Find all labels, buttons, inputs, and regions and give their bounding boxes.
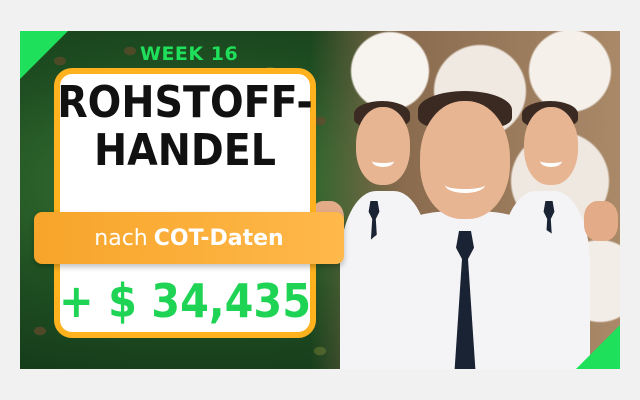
week-label: WEEK 16 [140, 43, 239, 65]
subtitle-banner [34, 212, 344, 264]
title-line-2: HANDEL [93, 125, 277, 176]
title-card [54, 68, 316, 338]
title: ROHSTOFF- HANDEL [54, 79, 316, 175]
corner-accent-bottom-right [576, 325, 620, 369]
subtitle-bold: COT-Daten [153, 225, 284, 251]
person-main [350, 91, 580, 369]
title-line-1: ROHSTOFF- [57, 77, 313, 128]
subtitle-prefix: nach [94, 225, 148, 251]
profit-amount: + $ 34,435 [59, 274, 311, 328]
subtitle-text: nach COT-Daten [34, 212, 344, 264]
video-thumbnail[interactable]: WEEK 16 ROHSTOFF- HANDEL nach COT-Daten … [20, 31, 620, 369]
